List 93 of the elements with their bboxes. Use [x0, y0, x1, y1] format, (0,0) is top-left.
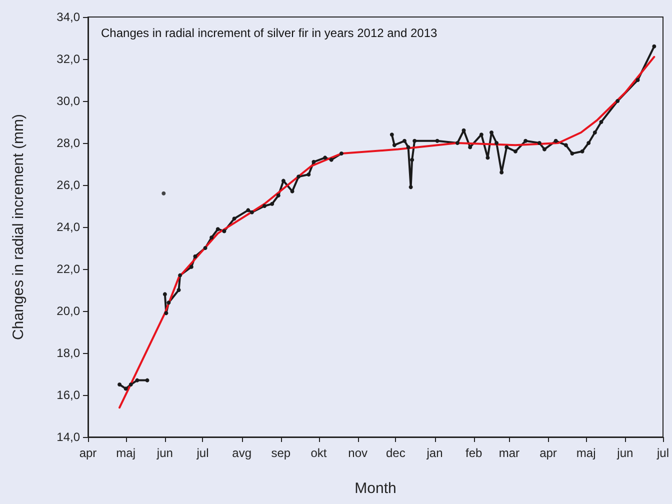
x-tick-label: nov [348, 446, 368, 460]
point [390, 132, 394, 137]
point [412, 138, 417, 143]
x-tick-label: apr [79, 446, 97, 460]
point [276, 194, 280, 198]
point [616, 99, 620, 103]
point [500, 170, 504, 174]
point [128, 382, 133, 386]
point [178, 273, 182, 278]
point [494, 141, 499, 145]
x-tick-label: jun [156, 446, 173, 460]
point [306, 172, 311, 176]
x-axis-title: Month [354, 480, 396, 497]
x-tick-label: maj [576, 446, 596, 460]
x-tick-label: maj [116, 446, 136, 460]
x-tick-label: mar [498, 446, 520, 460]
point [513, 149, 518, 154]
point [406, 145, 410, 150]
point [410, 158, 414, 162]
y-axis-title: Changes in radial increment (mm) [10, 114, 27, 340]
y-tick-label: 28,0 [56, 136, 80, 150]
point [329, 158, 334, 162]
text: Changes in radial increment of silver fir in years 2012 and 2013 [101, 26, 438, 40]
x-tick-label: sep [271, 446, 291, 460]
point [193, 254, 198, 258]
y-tick-label: 24,0 [56, 220, 80, 234]
point [435, 138, 440, 143]
point [162, 191, 166, 196]
point [135, 378, 140, 382]
x-tick-label: jan [426, 446, 443, 460]
point [124, 386, 128, 391]
point [504, 145, 509, 150]
point [210, 236, 214, 240]
point [564, 143, 568, 148]
point [570, 152, 574, 156]
point [290, 189, 294, 194]
point [490, 130, 494, 134]
point [580, 149, 584, 154]
point [203, 246, 208, 250]
point [599, 120, 604, 124]
point [554, 138, 558, 143]
point [339, 152, 344, 156]
point [462, 128, 466, 132]
y-tick-label: 18,0 [56, 346, 80, 360]
point [246, 208, 250, 212]
point [537, 141, 542, 145]
x-tick-label: apr [540, 446, 557, 460]
point [468, 145, 472, 150]
y-tick-label: 22,0 [56, 262, 80, 276]
point [250, 210, 254, 214]
point [296, 174, 301, 179]
point [652, 44, 656, 48]
y-tick-label: 20,0 [56, 304, 80, 318]
point [592, 130, 597, 134]
point [166, 300, 171, 305]
point [392, 143, 396, 148]
point [162, 292, 167, 296]
point [118, 382, 122, 386]
point [323, 156, 328, 160]
point [189, 264, 194, 269]
point [232, 216, 236, 221]
point [270, 202, 274, 206]
point [479, 132, 484, 137]
y-tick-label: 14,0 [56, 430, 80, 444]
point [455, 141, 460, 145]
point [216, 227, 220, 232]
line-series [118, 56, 656, 409]
y-tick-label: 32,0 [56, 52, 80, 66]
point [402, 138, 406, 143]
point [312, 160, 316, 164]
y-tick-label: 30,0 [56, 94, 80, 108]
point [524, 138, 528, 143]
point [486, 156, 490, 160]
y-tick-label: 26,0 [56, 178, 80, 192]
x-tick-label: okt [310, 446, 328, 460]
x-tick-label: jul [196, 446, 209, 460]
point [586, 141, 591, 145]
x-tick-label: dec [386, 446, 406, 460]
x-tick-label: feb [466, 446, 483, 460]
point [164, 311, 168, 316]
point [542, 147, 546, 152]
point [281, 178, 286, 183]
y-tick-label: 16,0 [56, 388, 80, 402]
point [145, 378, 150, 382]
x-tick-label: jun [616, 446, 634, 460]
point [636, 78, 640, 82]
point [176, 288, 181, 292]
x-tick-label: jul [656, 446, 670, 460]
x-tick-label: avg [232, 446, 252, 460]
point [222, 229, 226, 234]
point [408, 185, 413, 190]
point [262, 204, 267, 208]
y-tick-label: 34,0 [56, 10, 80, 24]
